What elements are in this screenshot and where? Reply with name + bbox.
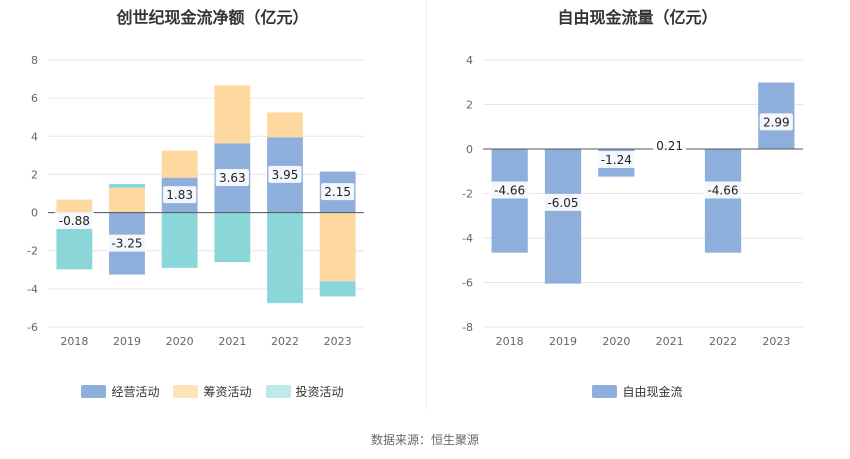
legend-item-financing[interactable]: 筹资活动 bbox=[173, 383, 252, 400]
legend-swatch-financing bbox=[173, 385, 199, 398]
operating-data-label-bg bbox=[268, 165, 302, 183]
free-cash-data-label-bg bbox=[653, 137, 687, 154]
operating-data-label-bg bbox=[54, 211, 95, 229]
free-cash-bar bbox=[544, 149, 582, 284]
left-chart-title: 创世纪现金流净额（亿元） bbox=[116, 8, 309, 27]
financing-bar bbox=[267, 112, 303, 138]
right-x-tick-label: 2022 bbox=[709, 335, 737, 348]
investing-bar bbox=[109, 183, 145, 188]
left-chart-panel: 创世纪现金流净额（亿元） -6 -4 -2 0 2 4 6 8 2018 2019 2020 2021… bbox=[0, 0, 425, 420]
legend-item-operating[interactable]: 经营活动 bbox=[81, 383, 159, 400]
right-x-tick-label: 2019 bbox=[549, 335, 577, 348]
operating-data-label: -3.25 bbox=[111, 237, 142, 251]
investing-bar bbox=[319, 281, 356, 297]
legend-swatch-free-cash bbox=[592, 385, 618, 398]
operating-data-label: -0.88 bbox=[59, 214, 90, 228]
legend-label-operating: 经营活动 bbox=[111, 385, 160, 399]
right-x-tick-label: 2020 bbox=[602, 335, 630, 348]
right-chart-panel: 自由现金流量（亿元） -8 -6 -4 -2 0 2 4 2018 2019 2020 2021 20… bbox=[425, 0, 850, 420]
left-chart-plot: -6 -4 -2 0 2 4 6 8 2018 2019 2020 2021 2022 2023 -0.88… bbox=[27, 54, 364, 348]
left-y-tick-label: -2 bbox=[27, 245, 38, 258]
free-cash-bar bbox=[491, 149, 528, 253]
free-cash-data-label: 0.21 bbox=[656, 139, 683, 153]
right-chart-plot: -8 -6 -4 -2 0 2 4 2018 2019 2020 2021 2022 2023 -4.66… bbox=[462, 54, 803, 348]
legend-label-financing: 筹资活动 bbox=[203, 385, 252, 399]
left-y-tick-label: -4 bbox=[27, 283, 38, 296]
free-cash-data-label: 2.99 bbox=[763, 115, 790, 129]
operating-data-label: 3.95 bbox=[272, 168, 299, 182]
right-y-tick-label: 2 bbox=[466, 99, 473, 112]
free-cash-data-label-bg bbox=[489, 181, 530, 199]
operating-data-label: 1.83 bbox=[166, 188, 193, 202]
financing-bar bbox=[109, 187, 145, 213]
legend-label-free-cash: 自由现金流 bbox=[622, 385, 683, 399]
free-cash-data-label-bg bbox=[596, 151, 637, 169]
panel-divider bbox=[426, 0, 427, 410]
investing-bar bbox=[267, 212, 303, 304]
legend-label-investing: 投资活动 bbox=[295, 385, 344, 399]
legend-swatch-operating bbox=[81, 385, 107, 398]
financing-bar bbox=[319, 212, 356, 282]
operating-data-label-bg bbox=[215, 168, 249, 186]
left-y-tick-label: 2 bbox=[31, 168, 38, 181]
free-cash-data-label: -6.05 bbox=[547, 196, 578, 210]
data-source: 数据来源：恒生聚源 bbox=[370, 433, 479, 447]
financing-bar bbox=[56, 199, 93, 213]
right-y-tick-label: -2 bbox=[462, 188, 473, 201]
left-chart-legend: 经营活动 筹资活动 投资活动 bbox=[0, 383, 425, 400]
free-cash-data-label: -4.66 bbox=[707, 183, 738, 197]
right-x-tick-label: 2021 bbox=[656, 335, 684, 348]
right-y-tick-label: 0 bbox=[466, 143, 473, 156]
free-cash-data-label: -1.24 bbox=[601, 153, 632, 167]
free-cash-data-label: -4.66 bbox=[494, 183, 525, 197]
right-y-tick-label: -8 bbox=[462, 321, 473, 334]
financing-bar bbox=[161, 150, 198, 178]
left-y-tick-label: 8 bbox=[31, 54, 38, 67]
investing-bar bbox=[56, 229, 93, 270]
left-y-tick-label: -6 bbox=[27, 321, 38, 334]
right-y-tick-label: 4 bbox=[466, 54, 473, 67]
right-chart-legend: 自由现金流 bbox=[425, 383, 850, 400]
legend-item-free-cash[interactable]: 自由现金流 bbox=[592, 383, 683, 400]
legend-item-investing[interactable]: 投资活动 bbox=[265, 383, 344, 400]
left-y-tick-label: 4 bbox=[31, 130, 38, 143]
right-x-tick-label: 2018 bbox=[496, 335, 524, 348]
free-cash-data-label-bg bbox=[543, 193, 583, 211]
left-x-tick-label: 2022 bbox=[271, 335, 299, 348]
operating-data-label-bg bbox=[163, 186, 197, 204]
right-y-tick-label: -6 bbox=[462, 277, 473, 290]
left-x-tick-label: 2020 bbox=[166, 335, 194, 348]
investing-bar bbox=[161, 212, 198, 268]
operating-data-label: 3.63 bbox=[219, 171, 246, 185]
left-y-tick-label: 0 bbox=[31, 207, 38, 220]
left-x-tick-label: 2019 bbox=[113, 335, 141, 348]
right-x-tick-label: 2023 bbox=[762, 335, 790, 348]
left-x-tick-label: 2023 bbox=[324, 335, 352, 348]
left-y-tick-label: 6 bbox=[31, 92, 38, 105]
operating-data-label: 2.15 bbox=[324, 185, 351, 199]
left-x-tick-label: 2021 bbox=[218, 335, 246, 348]
free-cash-data-label-bg bbox=[703, 181, 743, 199]
financing-bar bbox=[214, 85, 251, 144]
right-chart-title: 自由现金流量（亿元） bbox=[557, 8, 718, 27]
operating-data-label-bg bbox=[321, 183, 355, 201]
investing-bar bbox=[214, 212, 251, 263]
legend-swatch-investing bbox=[265, 385, 291, 398]
operating-data-label-bg bbox=[107, 234, 147, 252]
left-x-tick-label: 2018 bbox=[60, 335, 88, 348]
free-cash-bar bbox=[704, 149, 742, 253]
right-y-tick-label: -4 bbox=[462, 232, 473, 245]
free-cash-data-label-bg bbox=[759, 113, 793, 131]
